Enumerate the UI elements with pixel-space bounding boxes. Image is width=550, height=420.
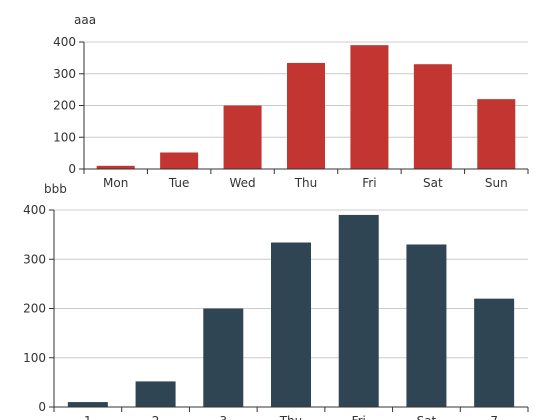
bar-7[interactable] xyxy=(474,298,515,407)
bar-1[interactable] xyxy=(67,402,108,407)
y-tick-label: 0 xyxy=(68,162,76,176)
bar-tue[interactable] xyxy=(160,152,199,169)
bar-mon[interactable] xyxy=(96,165,135,169)
y-tick-label: 300 xyxy=(53,67,76,81)
bar-thu[interactable] xyxy=(271,242,311,407)
x-tick-label: 3 xyxy=(219,414,227,420)
y-tick-label: 300 xyxy=(23,252,46,266)
bar-3[interactable] xyxy=(203,308,244,408)
y-tick-label: 100 xyxy=(23,351,46,365)
bar-sun[interactable] xyxy=(477,99,516,169)
x-tick-label: 2 xyxy=(152,414,160,420)
x-tick-label: Fri xyxy=(362,176,376,190)
y-tick-label: 200 xyxy=(53,99,76,113)
y-tick-label: 100 xyxy=(53,130,76,144)
bar-wed[interactable] xyxy=(223,105,262,170)
x-tick-label: Sat xyxy=(423,176,443,190)
bar-2[interactable] xyxy=(135,381,176,407)
bar-fri[interactable] xyxy=(350,45,389,169)
y-tick-label: 400 xyxy=(53,35,76,49)
bar-sat[interactable] xyxy=(413,64,452,169)
x-tick-label: Fri xyxy=(352,414,366,420)
y-axis-name: aaa xyxy=(74,13,96,27)
x-tick-label: Wed xyxy=(229,176,255,190)
x-tick-label: Sat xyxy=(417,414,437,420)
bar-fri[interactable] xyxy=(338,214,379,407)
x-tick-label: Thu xyxy=(279,414,303,420)
chart-2: 0 100 200 300 400 bbb 1 2 3 Thu Fri Sat 7 xyxy=(23,182,529,420)
bar-sat[interactable] xyxy=(406,244,447,407)
x-tick-label: Mon xyxy=(103,176,128,190)
y-tick-label: 400 xyxy=(23,203,46,217)
x-tick-label: 7 xyxy=(490,414,498,420)
x-tick-label: 1 xyxy=(84,414,92,420)
y-axis-name: bbb xyxy=(44,182,67,196)
y-tick-label: 200 xyxy=(23,302,46,316)
x-tick-label: Tue xyxy=(168,176,190,190)
bar-thu[interactable] xyxy=(287,62,325,169)
x-tick-label: Thu xyxy=(294,176,318,190)
y-tick-label: 0 xyxy=(38,400,46,414)
x-tick-label: Sun xyxy=(485,176,508,190)
chart-1: 0 100 200 300 400 aaa Mon Tue Wed Thu Fri Sat Sun xyxy=(53,13,529,190)
